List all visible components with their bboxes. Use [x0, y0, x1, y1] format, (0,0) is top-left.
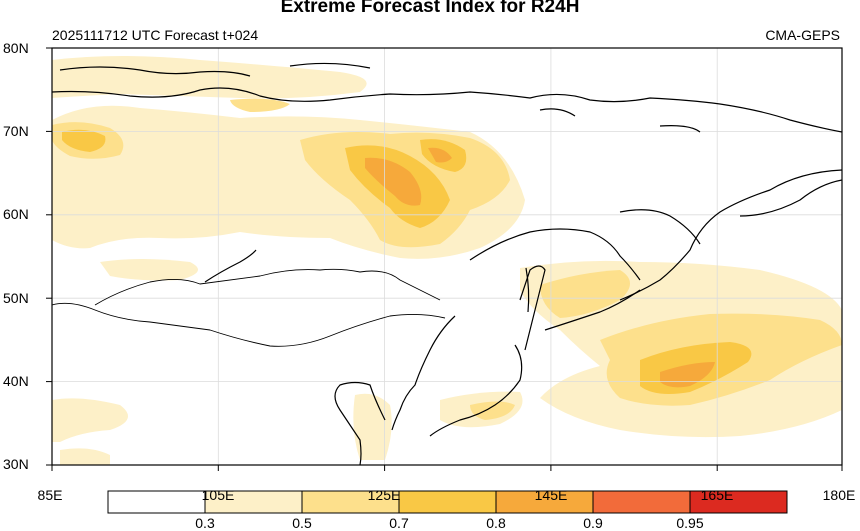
- lat-label-50: 50N: [3, 290, 29, 306]
- colorbar-box-6: [689, 490, 788, 514]
- colorbar-box-3: [398, 490, 497, 514]
- map-title: Extreme Forecast Index for R24H: [280, 0, 580, 17]
- lat-label-40: 40N: [3, 373, 29, 389]
- colorbar-box-5: [592, 490, 691, 514]
- colorbar-label-0.5: 0.5: [292, 515, 312, 531]
- lon-label-105: 105E: [201, 487, 235, 503]
- colorbar-label-0.3: 0.3: [195, 515, 215, 531]
- coastlines: [52, 62, 842, 465]
- efi-shading: [52, 56, 842, 465]
- lat-label-30: 30N: [3, 456, 29, 472]
- map-frame: [51, 47, 843, 466]
- borders: [52, 268, 446, 347]
- colorbar-label-0.9: 0.9: [583, 515, 603, 531]
- lat-label-80: 80N: [3, 40, 29, 56]
- colorbar-box-0: [107, 490, 206, 514]
- lat-label-70: 70N: [3, 123, 29, 139]
- lon-label-165: 165E: [700, 487, 734, 503]
- lon-label-145: 145E: [534, 487, 568, 503]
- colorbar-label-0.8: 0.8: [486, 515, 506, 531]
- axis-ticks: [46, 47, 843, 471]
- colorbar: [107, 490, 788, 514]
- colorbar-label-0.95: 0.95: [676, 515, 704, 531]
- model-name-label: CMA-GEPS: [765, 27, 840, 43]
- lon-label-125: 125E: [367, 487, 401, 503]
- lon-label-85: 85E: [37, 487, 63, 503]
- forecast-time-label: 2025111712 UTC Forecast t+024: [52, 27, 259, 43]
- lon-label-180: 180E: [822, 487, 856, 503]
- lat-label-60: 60N: [3, 206, 29, 222]
- graticule: [52, 48, 842, 465]
- colorbar-label-0.7: 0.7: [389, 515, 409, 531]
